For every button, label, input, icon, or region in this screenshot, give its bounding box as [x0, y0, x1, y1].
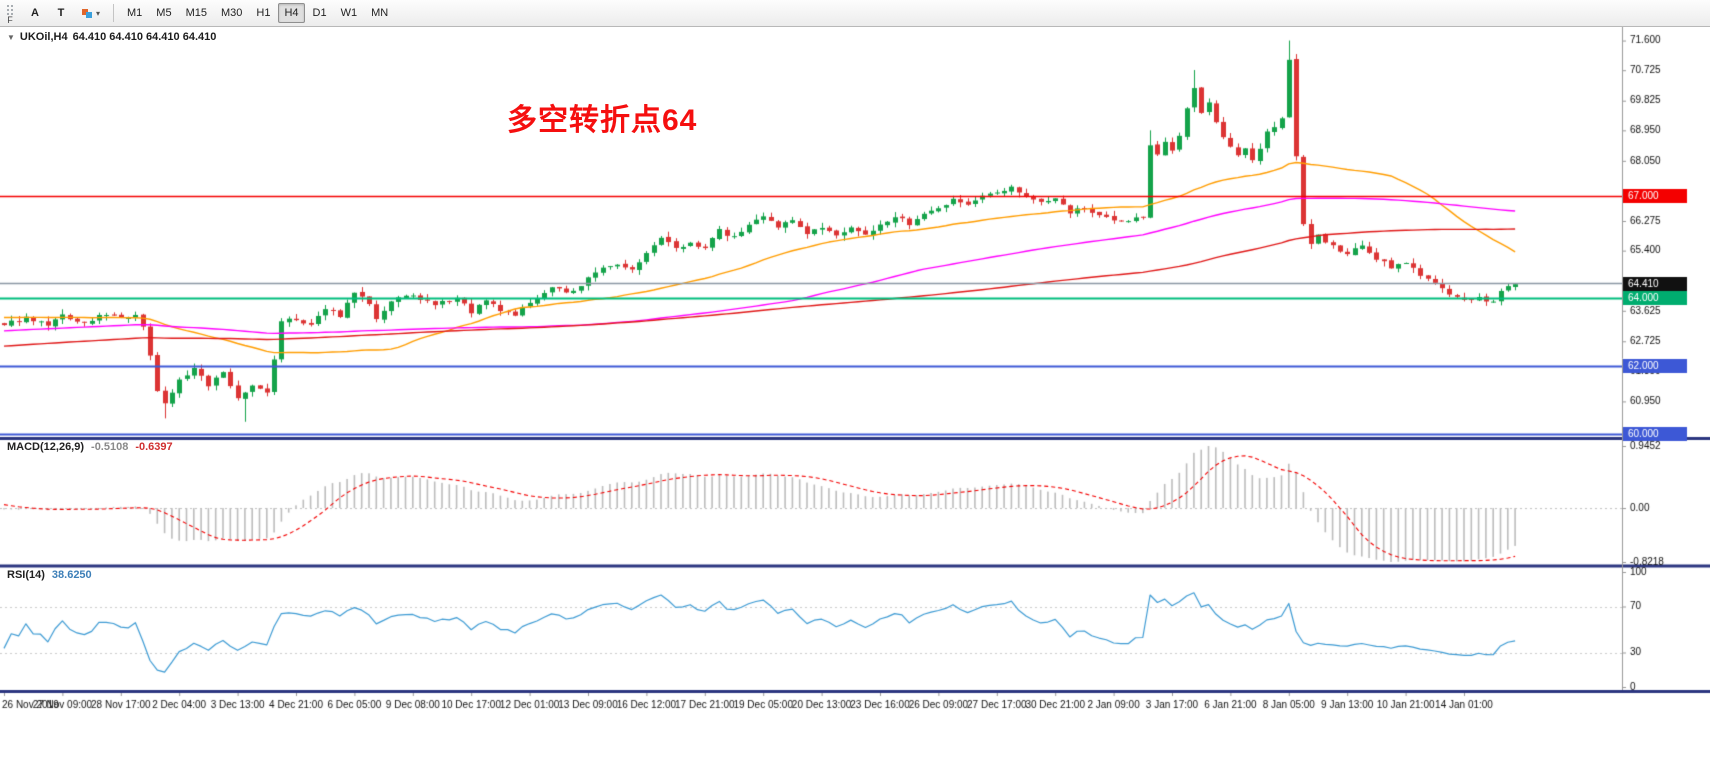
- chart-canvas[interactable]: [0, 27, 1710, 775]
- toolbar-f-label: F: [7, 14, 13, 25]
- timeframe-button-w1[interactable]: W1: [335, 3, 364, 23]
- drawing-tools-icon: [82, 8, 92, 18]
- timeframe-button-m5[interactable]: M5: [150, 3, 177, 23]
- toolbar-separator: [113, 4, 115, 22]
- ohlc-values: 64.410 64.410 64.410 64.410: [72, 31, 217, 43]
- drawing-tools-button[interactable]: ▾: [75, 3, 106, 23]
- macd-main-value: -0.5108: [91, 441, 129, 453]
- rsi-value: 38.6250: [51, 569, 92, 581]
- chevron-down-icon: ▾: [96, 8, 101, 18]
- toolbar: F A T ▾ M1 M5 M15 M30 H1 H4 D1 W1 MN: [0, 0, 1710, 27]
- macd-name: MACD(12,26,9): [7, 441, 85, 453]
- text-label-tool-button[interactable]: T: [49, 3, 73, 23]
- chart-annotation-text: 多空转折点64: [507, 104, 698, 137]
- timeframe-button-m15[interactable]: M15: [180, 3, 213, 23]
- timeframe-button-m1[interactable]: M1: [121, 3, 148, 23]
- timeframe-group: M1 M5 M15 M30 H1 H4 D1 W1 MN: [120, 3, 395, 23]
- macd-signal-value: -0.6397: [135, 441, 173, 453]
- timeframe-button-mn[interactable]: MN: [365, 3, 394, 23]
- timeframe-button-d1[interactable]: D1: [307, 3, 333, 23]
- rsi-panel-label: RSI(14) 38.6250: [7, 569, 99, 581]
- timeframe-button-m30[interactable]: M30: [215, 3, 248, 23]
- collapse-triangle-icon[interactable]: ▼: [7, 32, 15, 42]
- drag-handle-dots-icon: [6, 3, 14, 15]
- text-annotation-tool-button[interactable]: A: [23, 3, 47, 23]
- symbol-period-label: UKOil,H4: [19, 31, 68, 43]
- rsi-name: RSI(14): [7, 569, 45, 581]
- macd-panel-label: MACD(12,26,9) -0.5108 -0.6397: [7, 441, 180, 453]
- timeframe-button-h4[interactable]: H4: [278, 3, 305, 23]
- toolbar-drag-handle[interactable]: F: [2, 2, 18, 25]
- chart-symbol-header[interactable]: ▼ UKOil,H4 64.410 64.410 64.410 64.410: [7, 31, 216, 43]
- timeframe-button-h1[interactable]: H1: [250, 3, 276, 23]
